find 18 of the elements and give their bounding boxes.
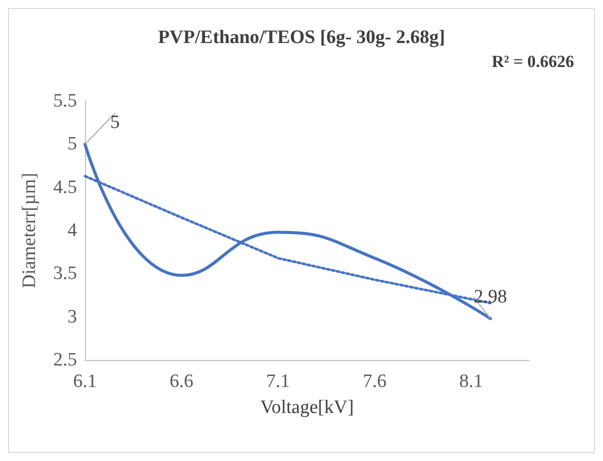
x-axis-title: Voltage[kV] bbox=[260, 397, 354, 418]
x-tick-label: 7.1 bbox=[266, 371, 290, 392]
chart-title: PVP/Ethano/TEOS [6g- 30g- 2.68g] bbox=[158, 27, 446, 48]
x-tick-label: 6.6 bbox=[170, 371, 194, 392]
x-tick-label: 7.6 bbox=[362, 371, 386, 392]
x-tick-label: 8.1 bbox=[459, 371, 483, 392]
y-axis-title: Diameterr[µm] bbox=[19, 172, 40, 288]
y-tick-label: 5.5 bbox=[53, 90, 77, 112]
y-tick-label: 4.5 bbox=[53, 176, 77, 198]
y-tick-label: 4 bbox=[68, 220, 78, 241]
data-label: 2.98 bbox=[474, 286, 508, 308]
y-tick-label: 3 bbox=[68, 306, 77, 328]
x-tick-label: 6.1 bbox=[73, 371, 97, 392]
text: R² = 0.6626 bbox=[492, 52, 574, 71]
y-tick-label: 2.5 bbox=[53, 350, 77, 370]
y-tick-label: 3.5 bbox=[53, 263, 77, 284]
y-tick-label: 5 bbox=[68, 134, 77, 155]
data-label: 5 bbox=[110, 112, 120, 134]
